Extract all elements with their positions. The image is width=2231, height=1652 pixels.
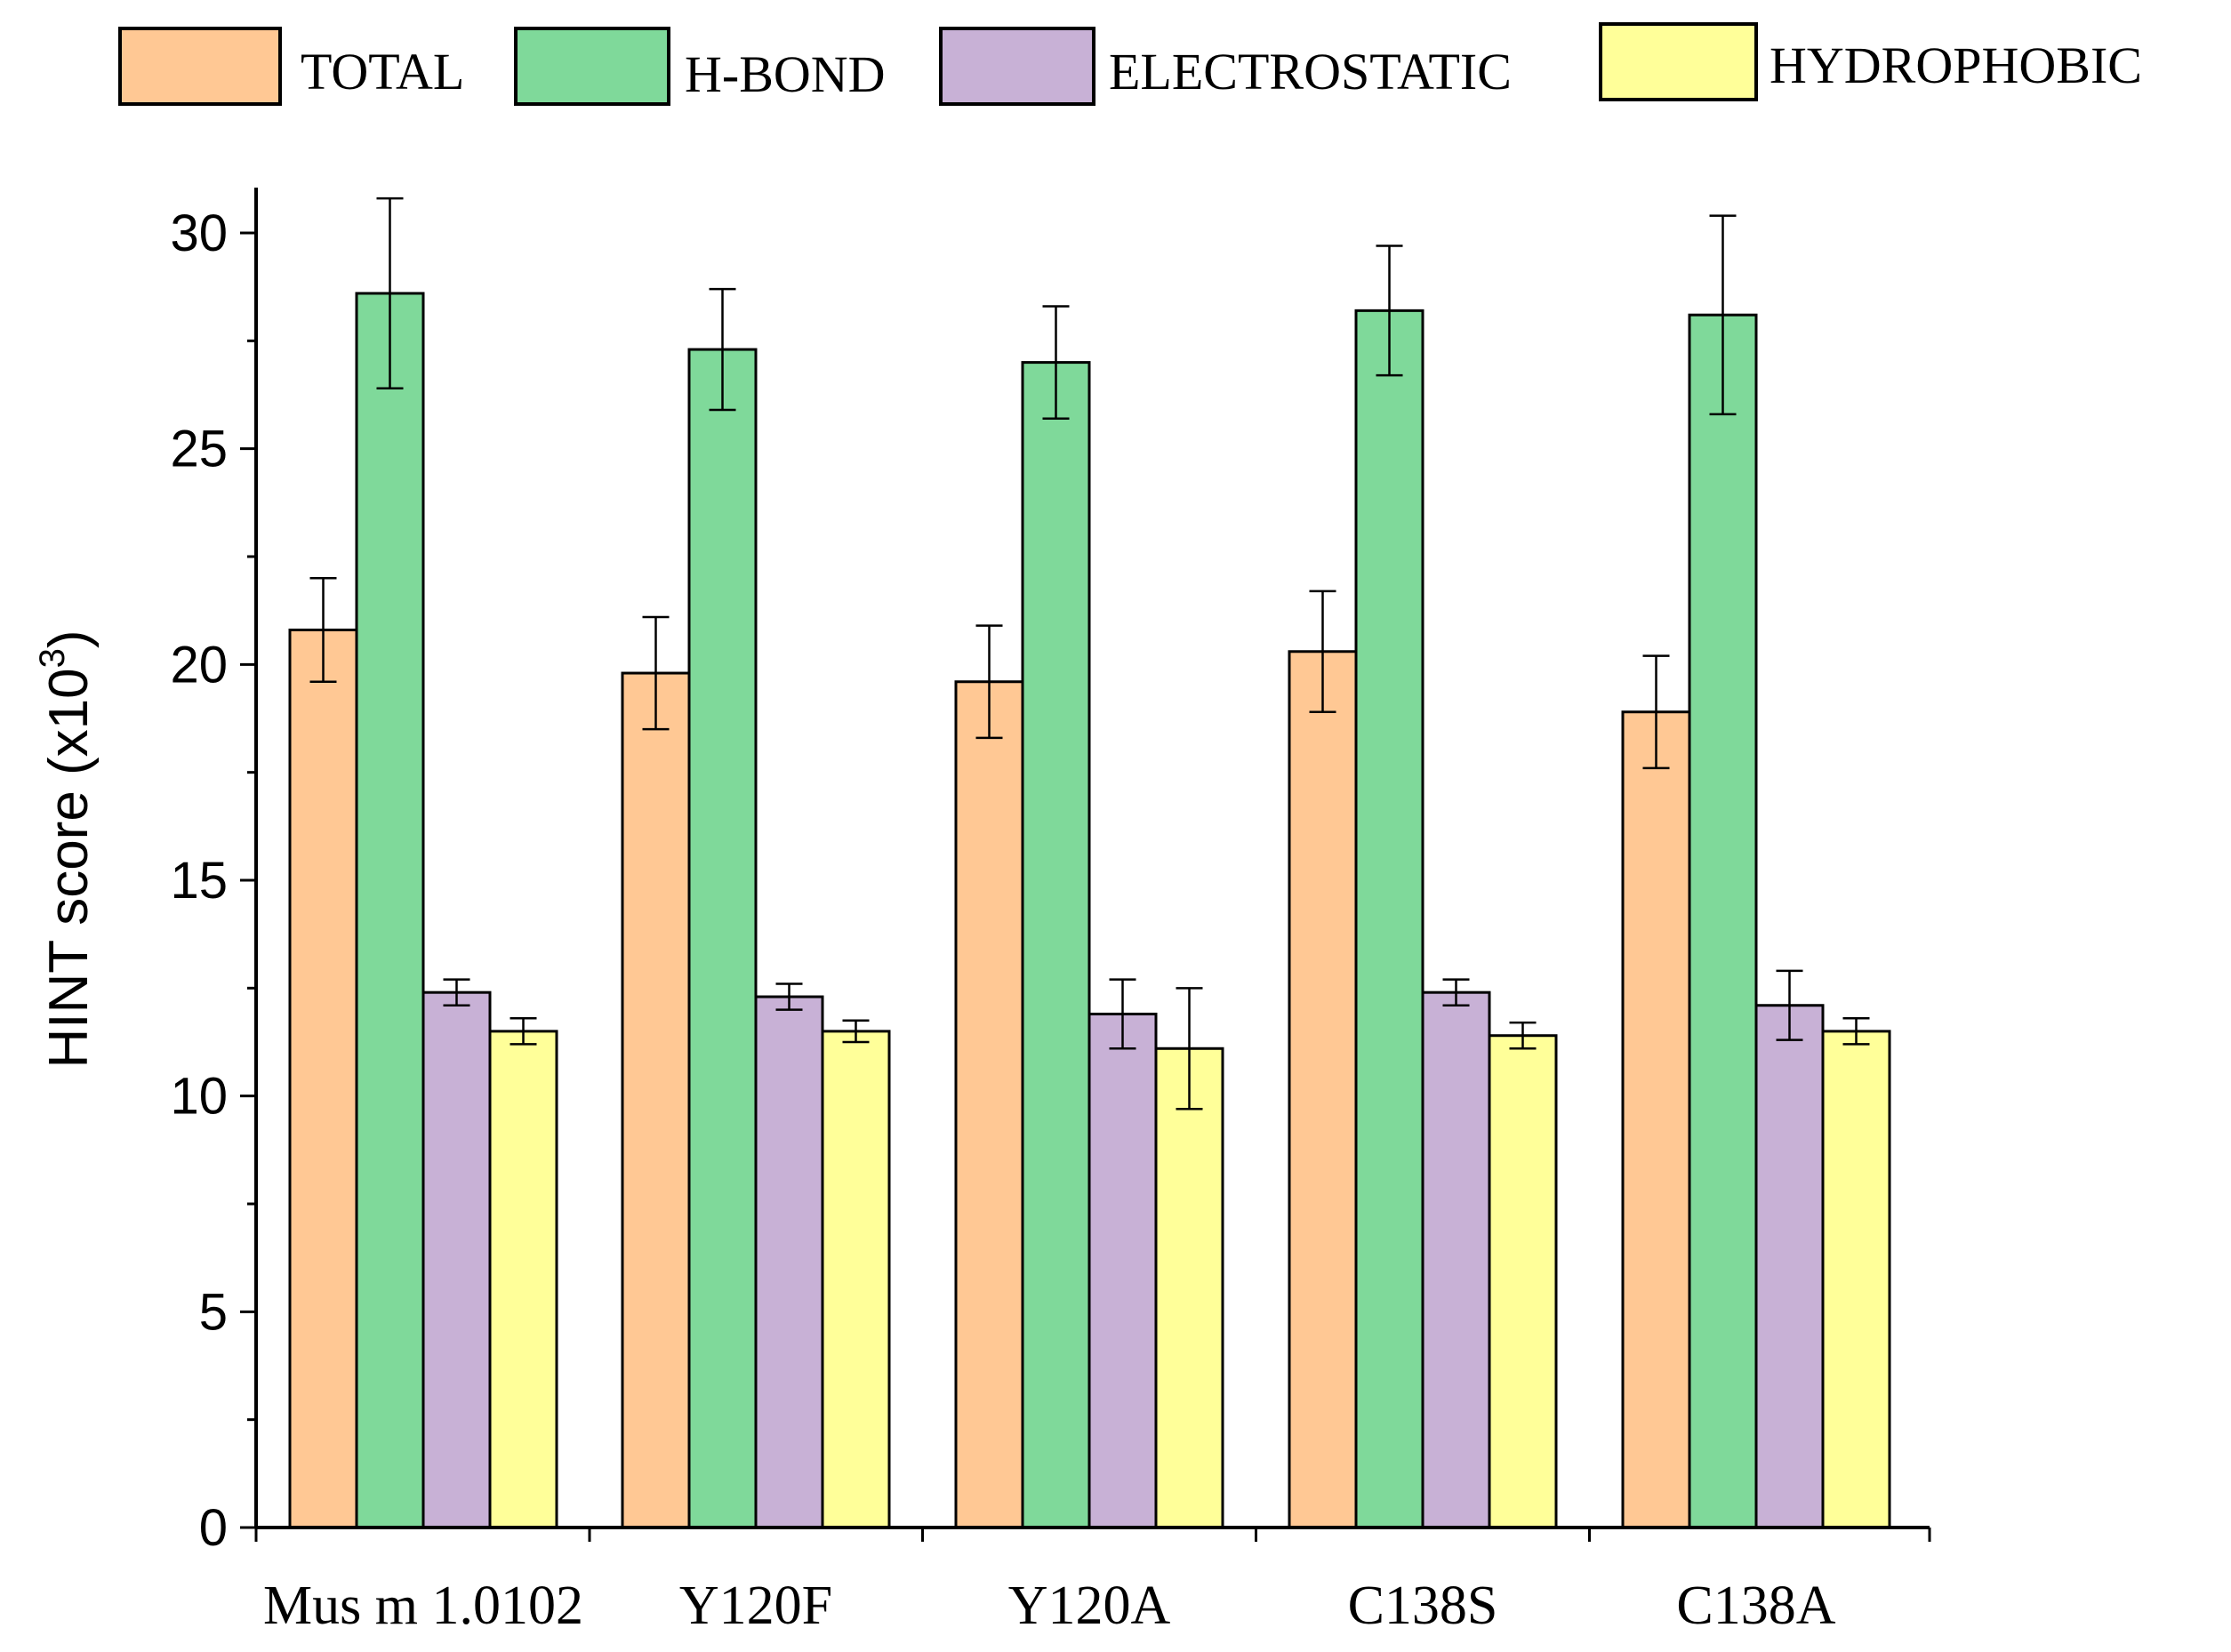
y-tick-label: 10 (170, 1068, 228, 1126)
bar-electrostatic-4 (1421, 990, 1491, 1529)
error-bar-h-bond-5 (1709, 214, 1737, 416)
error-bar-total-1 (309, 577, 337, 683)
bar-electrostatic-3 (1087, 1012, 1158, 1529)
bar-h-bond-5 (1688, 313, 1758, 1529)
legend-swatch-electrostatic (939, 27, 1095, 106)
bar-total-2 (621, 671, 691, 1529)
legend-label-hydrophobic: HYDROPHOBIC (1770, 36, 2142, 94)
y-tick-label: 0 (199, 1499, 228, 1557)
error-bar-h-bond-3 (1042, 305, 1070, 420)
error-bar-h-bond-4 (1376, 245, 1403, 377)
y-tick-label: 5 (199, 1283, 228, 1341)
error-bar-electrostatic-2 (775, 982, 803, 1011)
bar-total-4 (1288, 650, 1358, 1529)
y-axis-label-superscript: 3 (33, 648, 72, 668)
error-bar-total-2 (642, 615, 670, 731)
bar-hydrophobic-3 (1154, 1047, 1224, 1529)
error-bar-electrostatic-3 (1109, 978, 1136, 1050)
bar-total-5 (1621, 710, 1691, 1529)
legend-item-h-bond: H-BOND (514, 27, 886, 106)
bar-total-3 (954, 680, 1024, 1529)
bar-h-bond-4 (1354, 309, 1424, 1529)
x-category-label: C138S (1348, 1576, 1498, 1636)
bar-total-1 (288, 629, 358, 1529)
error-bar-h-bond-2 (709, 287, 736, 412)
bar-hydrophobic-1 (488, 1030, 558, 1529)
legend-item-total: TOTAL (118, 27, 464, 106)
bar-hydrophobic-5 (1821, 1030, 1891, 1529)
legend-swatch-hydrophobic (1599, 22, 1758, 101)
error-bars-group (309, 196, 1870, 1111)
bar-h-bond-3 (1021, 361, 1091, 1529)
bar-hydrophobic-2 (821, 1030, 891, 1529)
y-tick-label: 20 (170, 636, 228, 694)
legend-swatch-total (118, 27, 282, 106)
error-bar-total-4 (1309, 589, 1336, 713)
x-category-label: Y120A (1008, 1576, 1171, 1636)
legend-label-electrostatic: ELECTROSTATIC (1109, 43, 1512, 100)
bar-electrostatic-1 (421, 990, 492, 1529)
bar-electrostatic-2 (754, 995, 824, 1529)
error-bar-hydrophobic-5 (1842, 1017, 1870, 1046)
legend-swatch-h-bond (514, 27, 670, 106)
y-tick-label: 15 (170, 852, 228, 910)
error-bar-electrostatic-1 (443, 978, 470, 1006)
axes-group: 0 5 10 15 20 25 30 Mus m 1.0102 Y120F Y120A C138S C… (170, 188, 1931, 1636)
x-category-label: Y120F (679, 1576, 832, 1636)
x-category-label: C138A (1676, 1576, 1835, 1636)
legend-item-hydrophobic: HYDROPHOBIC (1599, 22, 2142, 101)
error-bar-hydrophobic-3 (1176, 987, 1203, 1111)
y-tick-label: 30 (170, 204, 228, 262)
error-bar-electrostatic-4 (1442, 978, 1470, 1006)
legend-label-h-bond: H-BOND (685, 45, 886, 103)
error-bar-total-5 (1642, 654, 1670, 770)
x-category-label: Mus m 1.0102 (263, 1576, 583, 1636)
error-bar-electrostatic-5 (1776, 969, 1803, 1041)
error-bar-hydrophobic-2 (842, 1019, 870, 1044)
error-bar-h-bond-1 (376, 196, 404, 389)
legend-item-electrostatic: ELECTROSTATIC (939, 27, 1512, 106)
error-bar-hydrophobic-1 (510, 1017, 537, 1046)
bars-group (288, 292, 1891, 1529)
bar-electrostatic-5 (1754, 1004, 1825, 1529)
y-axis-label: HINT score (x103) (33, 630, 100, 1068)
legend: TOTAL H-BOND ELECTROSTATIC HYDROPHOBIC (118, 22, 2142, 106)
bar-hydrophobic-4 (1488, 1034, 1558, 1529)
bar-h-bond-1 (355, 292, 425, 1529)
error-bar-total-3 (975, 624, 1003, 740)
error-bar-hydrophobic-4 (1509, 1021, 1537, 1050)
y-tick-label: 25 (170, 421, 228, 478)
legend-label-total: TOTAL (301, 43, 464, 100)
bar-h-bond-2 (687, 348, 758, 1529)
